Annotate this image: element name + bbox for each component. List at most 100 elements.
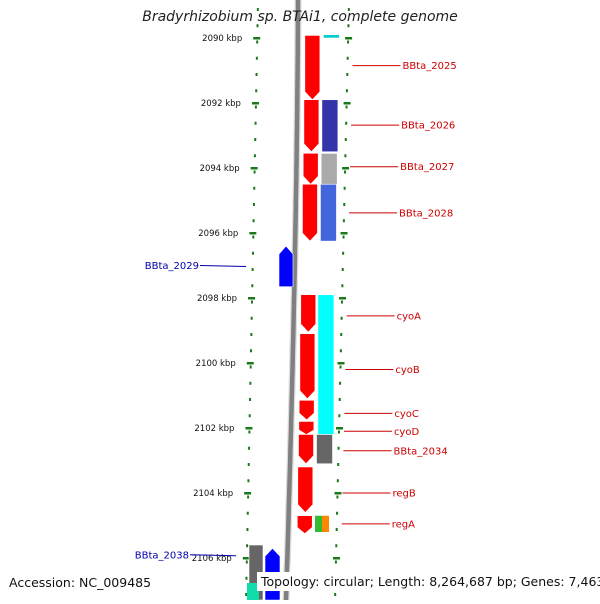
scale-dot-left: [245, 576, 248, 580]
scale-dot-right: [338, 398, 341, 401]
scale-dot-left: [255, 56, 258, 60]
scale-dot-left: [252, 203, 255, 206]
scale-dot-left: [245, 593, 248, 596]
scale-dot-right: [344, 170, 347, 174]
scale-tick-right: [336, 427, 344, 430]
gene-label: cyoD: [394, 427, 420, 438]
scale-dot-right: [342, 235, 345, 239]
scale-tick-right: [332, 557, 340, 560]
gene-label: BBta_2034: [393, 446, 447, 457]
scale-dot-right: [347, 40, 350, 44]
gene-label: cyoB: [395, 365, 420, 376]
scale-dot-right: [337, 446, 340, 450]
scale-dot-left: [251, 251, 254, 255]
label-leader: [189, 554, 237, 557]
scale-dot-left: [248, 446, 251, 450]
scale-dot-right: [342, 251, 345, 255]
scale-tick-label: 2092 kbp: [201, 99, 241, 109]
scale-dot-left: [256, 8, 259, 11]
scale-tick-right: [339, 297, 347, 300]
scale-dot-left: [252, 235, 255, 239]
scale-dot-left: [253, 170, 256, 174]
scale-tick-right: [340, 232, 348, 235]
scale-dot-right: [337, 463, 340, 466]
block-green: [315, 515, 322, 532]
scale-dot-left: [255, 89, 258, 93]
scale-dot-left: [248, 414, 251, 418]
scale-dot-left: [246, 544, 249, 548]
scale-tick-label: 2098 kbp: [197, 294, 237, 304]
gene-arrow-f12: [297, 466, 314, 513]
scale-tick-right: [343, 102, 351, 105]
gene-arrow-f13: [296, 515, 313, 535]
scale-dot-left: [250, 349, 253, 353]
gene-arrow-f1: [304, 35, 321, 101]
scale-dot-left: [249, 365, 252, 369]
scale-dot-right: [335, 528, 338, 531]
scale-dot-right: [346, 73, 349, 76]
scale-dot-left: [246, 528, 249, 531]
scale-dot-left: [245, 560, 248, 564]
gene-label: BBta_2029: [145, 261, 199, 272]
gene-arrow-f9: [298, 400, 315, 421]
scale-dot-right: [336, 479, 339, 483]
scale-tick-label: 2096 kbp: [198, 229, 238, 239]
scale-dot-right: [336, 511, 339, 515]
block-teal-bottom: [247, 583, 259, 600]
gene-label: cyoA: [397, 311, 422, 322]
scale-dot-left: [256, 40, 259, 44]
scale-dot-right: [339, 365, 342, 369]
gene-label: regB: [392, 489, 415, 500]
scale-tick-right: [345, 37, 353, 40]
gene-arrow-f6: [278, 245, 294, 287]
scale-tick-right: [334, 492, 342, 495]
scale-dot-right: [340, 300, 343, 304]
gene-arrow-f5: [302, 183, 318, 242]
scale-dot-left: [247, 479, 250, 483]
gene-label: BBta_2026: [401, 121, 455, 132]
scale-dot-left: [250, 300, 253, 304]
scale-dot-right: [342, 219, 345, 223]
scale-dot-left: [253, 186, 256, 190]
scale-dot-right: [336, 495, 339, 499]
scale-dot-right: [347, 8, 350, 11]
scale-dot-left: [249, 381, 252, 385]
scale-dot-left: [247, 495, 250, 499]
gene-label: BBta_2038: [135, 550, 189, 561]
scale-dot-right: [337, 430, 340, 434]
scale-dot-right: [334, 560, 337, 564]
genome-summary: Topology: circular; Length: 8,264,687 bp…: [257, 572, 600, 591]
scale-dot-left: [255, 73, 258, 76]
scale-tick-right: [337, 362, 345, 365]
block-cyan-top: [323, 34, 340, 39]
scale-dot-left: [252, 219, 255, 223]
scale-tick-left: [249, 232, 257, 235]
scale-tick-left: [253, 37, 261, 40]
label-leader: [199, 265, 247, 267]
scale-tick-label: 2102 kbp: [194, 424, 234, 434]
scale-dot-right: [347, 24, 350, 28]
scale-dot-left: [246, 511, 249, 515]
scale-dot-right: [340, 316, 343, 320]
scale-dot-left: [256, 24, 259, 28]
gene-label: BBta_2025: [402, 61, 456, 72]
scale-dot-right: [344, 154, 347, 158]
scale-dot-right: [334, 593, 337, 596]
scale-tick-left: [251, 102, 259, 105]
gene-label: regA: [392, 519, 415, 530]
accession-text: Accession: NC_009485: [9, 575, 152, 590]
scale-dot-left: [254, 105, 257, 109]
scale-dot-right: [345, 89, 348, 93]
scale-dot-right: [341, 284, 344, 288]
gene-arrow-f7: [300, 294, 317, 333]
scale-dot-right: [335, 544, 338, 548]
block-grey: [320, 153, 338, 185]
block-darkgrey: [316, 434, 333, 465]
scale-dot-right: [343, 186, 346, 190]
scale-dot-right: [338, 414, 341, 418]
scale-dot-left: [247, 463, 250, 466]
gene-label: cyoC: [394, 409, 419, 420]
scale-tick-left: [246, 362, 254, 365]
